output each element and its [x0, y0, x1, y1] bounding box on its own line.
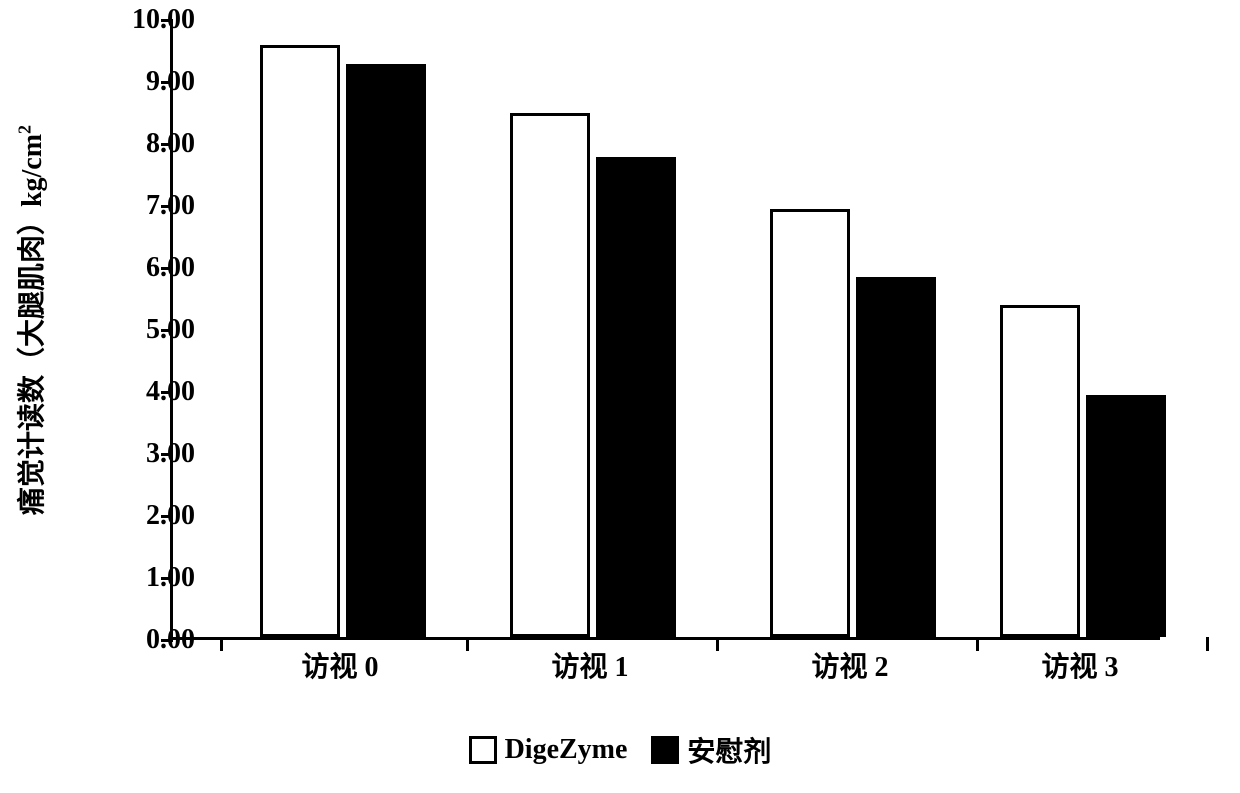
- y-tick-label: 1.00: [146, 562, 195, 594]
- x-tick: [466, 637, 469, 651]
- y-axis-title: 痛觉计读数（大腿肌肉）kg/cm2: [10, 125, 50, 515]
- y-tick-label: 7.00: [146, 190, 195, 222]
- bar-placebo: [596, 157, 676, 638]
- x-category-label: 访视 1: [551, 645, 628, 685]
- y-axis-title-unit: kg/cm: [17, 134, 48, 207]
- legend-item: 安慰剂: [651, 730, 771, 770]
- legend-swatch-placebo: [651, 736, 679, 764]
- bar-digezyme: [260, 45, 340, 637]
- x-tick: [716, 637, 719, 651]
- chart-container: 痛觉计读数（大腿肌肉）kg/cm2 DigeZyme安慰剂 0.001.002.…: [40, 10, 1200, 780]
- y-tick-label: 6.00: [146, 252, 195, 284]
- x-category-label: 访视 2: [811, 645, 888, 685]
- bar-digezyme: [770, 209, 850, 637]
- y-axis-title-cn: 痛觉计读数（大腿肌肉）: [17, 207, 48, 515]
- x-tick: [1206, 637, 1209, 651]
- y-tick-label: 0.00: [146, 624, 195, 656]
- bar-placebo: [1086, 395, 1166, 637]
- y-tick-label: 5.00: [146, 314, 195, 346]
- x-category-label: 访视 3: [1041, 645, 1118, 685]
- x-tick: [976, 637, 979, 651]
- bar-digezyme: [510, 113, 590, 637]
- plot-area: [170, 20, 1160, 640]
- bar-digezyme: [1000, 305, 1080, 637]
- y-tick-label: 2.00: [146, 500, 195, 532]
- y-tick-label: 9.00: [146, 66, 195, 98]
- y-tick-label: 10.00: [132, 4, 195, 36]
- y-tick-label: 4.00: [146, 376, 195, 408]
- legend-label: DigeZyme: [505, 734, 628, 766]
- legend-swatch-digezyme: [469, 736, 497, 764]
- bar-placebo: [346, 64, 426, 638]
- x-category-label: 访视 0: [301, 645, 378, 685]
- legend-item: DigeZyme: [469, 734, 628, 766]
- x-tick: [220, 637, 223, 651]
- bar-placebo: [856, 277, 936, 637]
- y-axis-title-sup: 2: [15, 125, 35, 134]
- legend-label: 安慰剂: [687, 730, 771, 770]
- y-tick-label: 3.00: [146, 438, 195, 470]
- y-tick-label: 8.00: [146, 128, 195, 160]
- legend: DigeZyme 安慰剂: [40, 730, 1200, 772]
